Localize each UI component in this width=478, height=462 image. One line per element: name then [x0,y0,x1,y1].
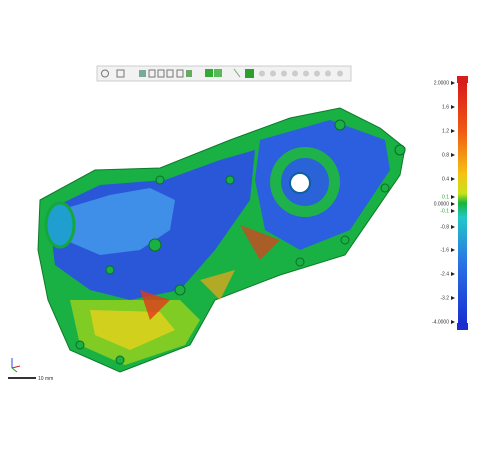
color-bar-label: 1.2 [442,128,449,134]
color-bar-arrow [451,248,455,252]
color-bar-arrow [451,177,455,181]
color-bar-arrow [451,225,455,229]
color-bar-arrow [451,272,455,276]
color-bar: 2.0000 1.6 1.2 0.8 0.4 0.10.0000-0.1 -0.8 -1.6 -… [432,76,468,330]
color-bar-arrow [451,209,455,213]
toolbar-icons[interactable] [101,68,344,78]
color-bar-arrow [451,129,455,133]
axis-triad [11,358,21,373]
color-map-part [37,107,406,373]
color-bar-arrow [451,153,455,157]
color-bar-label: -3.2 [440,295,449,301]
color-bar-arrow [451,202,455,206]
color-bar-arrow [451,296,455,300]
scale-bar-label: 10 mm [38,376,53,382]
toolbar [96,65,352,82]
color-bar-label: -0.1 [440,208,449,214]
color-bar-label: 0.0000 [434,201,450,207]
color-bar-label: 1.6 [442,104,449,110]
color-bar-arrow [451,81,455,85]
color-bar-label: -4.0000 [432,319,449,325]
color-bar-label: 0.8 [442,152,449,158]
color-bar-label: 2.0000 [434,80,450,86]
color-bar-arrow [451,195,455,199]
color-bar-label: 0.1 [442,194,449,200]
color-bar-label: -1.6 [440,247,449,253]
scale-bar: 10 mm [8,376,53,382]
color-bar-label: -2.4 [440,271,449,277]
color-bar-label: 0.4 [442,176,449,182]
color-bar-arrow [451,320,455,324]
color-bar-label: -0.8 [440,224,449,230]
color-bar-arrow [451,105,455,109]
